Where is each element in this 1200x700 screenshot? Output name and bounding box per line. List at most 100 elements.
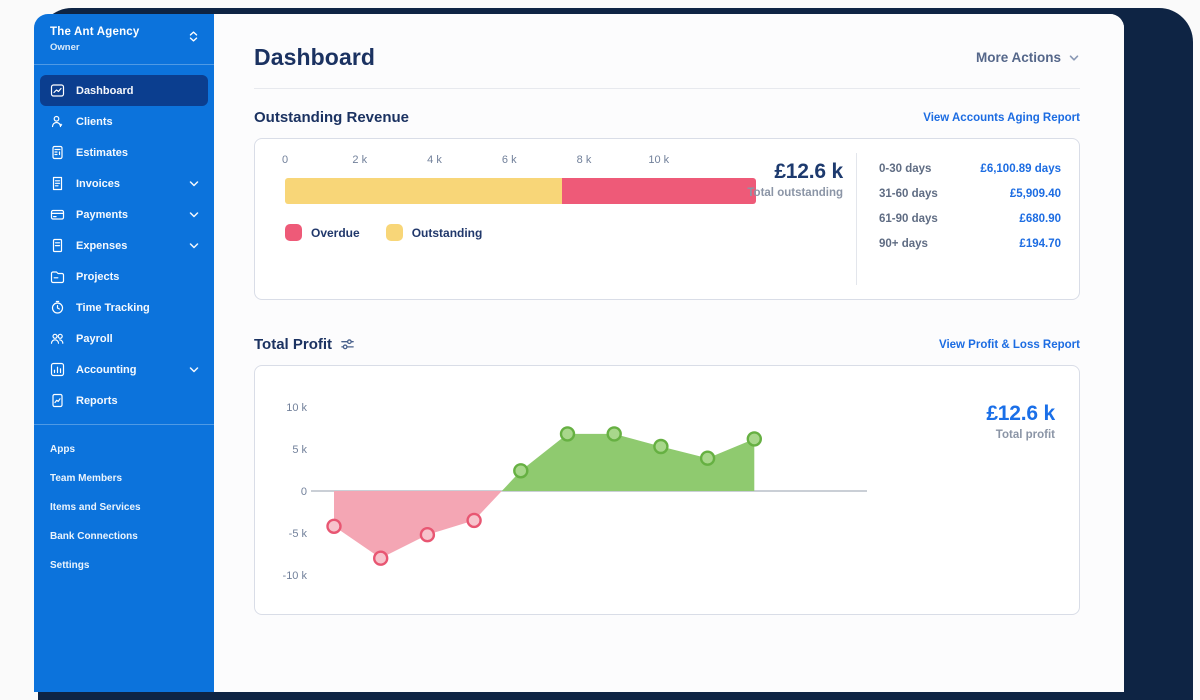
business-selector[interactable]: The Ant Agency Owner — [34, 14, 214, 53]
chevron-up-down-icon[interactable] — [187, 29, 200, 49]
legend-label: Overdue — [311, 225, 360, 240]
bar-axis-tick: 0 — [281, 154, 289, 166]
svg-text:0: 0 — [301, 486, 307, 498]
payments-icon — [50, 207, 66, 223]
projects-icon — [50, 269, 66, 285]
aging-amount: £680.90 — [1019, 212, 1061, 225]
expenses-icon — [50, 238, 66, 254]
chevron-down-icon[interactable] — [188, 209, 200, 221]
sidebar-item-payroll[interactable]: Payroll — [40, 323, 208, 354]
bar-axis-tick: 6 k — [501, 154, 517, 166]
overdue-bar-segment — [561, 178, 756, 204]
invoices-icon — [50, 176, 66, 192]
sidebar-item-bank-connections[interactable]: Bank Connections — [50, 531, 138, 542]
app-screen: The Ant Agency Owner Dashboard Clients E… — [34, 14, 1124, 692]
legend-swatch — [385, 224, 403, 241]
sidebar-item-reports[interactable]: Reports — [40, 385, 208, 416]
sidebar-item-label: Time Tracking — [76, 301, 150, 314]
bar-axis-tick: 8 k — [576, 154, 592, 166]
business-name: The Ant Agency — [50, 26, 140, 38]
payroll-icon — [50, 331, 66, 347]
sidebar-divider — [34, 424, 214, 425]
sidebar-item-label: Reports — [76, 394, 118, 407]
time-tracking-icon — [50, 300, 66, 316]
reports-icon — [50, 393, 66, 409]
aging-row: 90+ days £194.70 — [879, 231, 1061, 256]
total-profit-block: £12.6 k Total profit — [986, 402, 1055, 441]
profit-data-point — [419, 526, 436, 543]
sidebar-item-label: Expenses — [76, 239, 128, 252]
sidebar-item-projects[interactable]: Projects — [40, 261, 208, 292]
aging-table: 0-30 days £6,100.89 days 31-60 days £5,90… — [879, 156, 1061, 256]
sidebar-item-label: Invoices — [76, 177, 121, 190]
dashboard-icon — [50, 83, 66, 99]
chevron-down-icon[interactable] — [188, 240, 200, 252]
sidebar-item-payments[interactable]: Payments — [40, 199, 208, 230]
chevron-down-icon — [1069, 54, 1079, 61]
profit-data-point — [606, 426, 622, 442]
aging-amount: £6,100.89 days — [980, 162, 1061, 175]
sidebar-item-invoices[interactable]: Invoices — [40, 168, 208, 199]
total-profit-card: 10 k 5 k 0 -5 k -10 k £12.6 k Total profit — [254, 365, 1080, 615]
svg-text:5 k: 5 k — [292, 444, 307, 456]
clients-icon — [50, 114, 66, 130]
outstanding-revenue-title: Outstanding Revenue — [254, 109, 410, 126]
sidebar-item-label: Payments — [76, 208, 128, 221]
total-profit-label: Total profit — [995, 429, 1055, 441]
page-header: Dashboard More Actions — [254, 44, 1080, 71]
card-vertical-divider — [856, 153, 857, 285]
profit-data-point — [513, 463, 529, 479]
aging-range-label: 0-30 days — [879, 162, 932, 175]
sidebar-item-time-tracking[interactable]: Time Tracking — [40, 292, 208, 323]
sidebar-item-estimates[interactable]: Estimates — [40, 137, 208, 168]
aging-row: 0-30 days £6,100.89 days — [879, 156, 1061, 181]
more-actions-button[interactable]: More Actions — [976, 50, 1080, 65]
profit-data-point — [746, 431, 762, 447]
profit-data-point — [466, 512, 482, 529]
sidebar-item-dashboard[interactable]: Dashboard — [40, 75, 208, 106]
svg-text:10 k: 10 k — [286, 402, 307, 414]
legend-item-outstanding: Outstanding — [385, 224, 483, 241]
total-profit-value: £12.6 k — [986, 402, 1055, 425]
sidebar-item-label: Estimates — [76, 146, 128, 159]
sidebar-nav: Dashboard Clients Estimates Invoices Pay… — [34, 75, 214, 416]
bar-axis-tick: 10 k — [648, 154, 670, 166]
view-profit-loss-report-link[interactable]: View Profit & Loss Report — [938, 338, 1080, 351]
sidebar-item-team-members[interactable]: Team Members — [50, 473, 123, 484]
sidebar-item-items-and-services[interactable]: Items and Services — [50, 502, 141, 513]
sidebar-item-apps[interactable]: Apps — [50, 444, 75, 455]
sidebar-item-settings[interactable]: Settings — [50, 560, 90, 571]
view-accounts-aging-report-link[interactable]: View Accounts Aging Report — [923, 111, 1080, 124]
profit-data-point — [326, 518, 342, 535]
sidebar-item-accounting[interactable]: Accounting — [40, 354, 208, 385]
profit-data-point — [653, 438, 669, 455]
aging-range-label: 31-60 days — [879, 187, 938, 200]
sidebar-item-label: Dashboard — [76, 84, 134, 97]
sidebar-item-label: Payroll — [76, 332, 113, 345]
sidebar-item-clients[interactable]: Clients — [40, 106, 208, 137]
legend-label: Outstanding — [411, 225, 483, 240]
header-divider — [254, 88, 1080, 89]
total-outstanding-value: £12.6 k — [774, 160, 843, 183]
bar-axis-tick: 2 k — [352, 154, 368, 166]
sidebar-item-expenses[interactable]: Expenses — [40, 230, 208, 261]
aging-range-label: 61-90 days — [879, 212, 938, 225]
aging-row: 31-60 days £5,909.40 — [879, 181, 1061, 206]
loss-area — [334, 491, 502, 559]
sidebar-item-label: Clients — [76, 115, 113, 128]
chevron-down-icon[interactable] — [188, 364, 200, 376]
bar-legend: Overdue Outstanding — [285, 224, 482, 241]
more-actions-label: More Actions — [975, 50, 1061, 65]
outstanding-bar-segment — [285, 178, 562, 204]
sidebar-secondary-nav: Apps Team Members Items and Services Bank C… — [34, 435, 214, 580]
sidebar-item-label: Accounting — [76, 363, 137, 376]
estimates-icon — [50, 145, 66, 161]
business-role: Owner — [50, 42, 80, 53]
total-outstanding-label: Total outstanding — [747, 187, 843, 199]
chevron-down-icon[interactable] — [188, 178, 200, 190]
aging-row: 61-90 days £680.90 — [879, 206, 1061, 231]
profit-area — [501, 433, 755, 491]
total-profit-header: Total Profit View Profit & Loss Report — [254, 336, 1080, 353]
filter-sliders-icon[interactable] — [340, 337, 355, 352]
svg-text:-10 k: -10 k — [283, 570, 308, 582]
